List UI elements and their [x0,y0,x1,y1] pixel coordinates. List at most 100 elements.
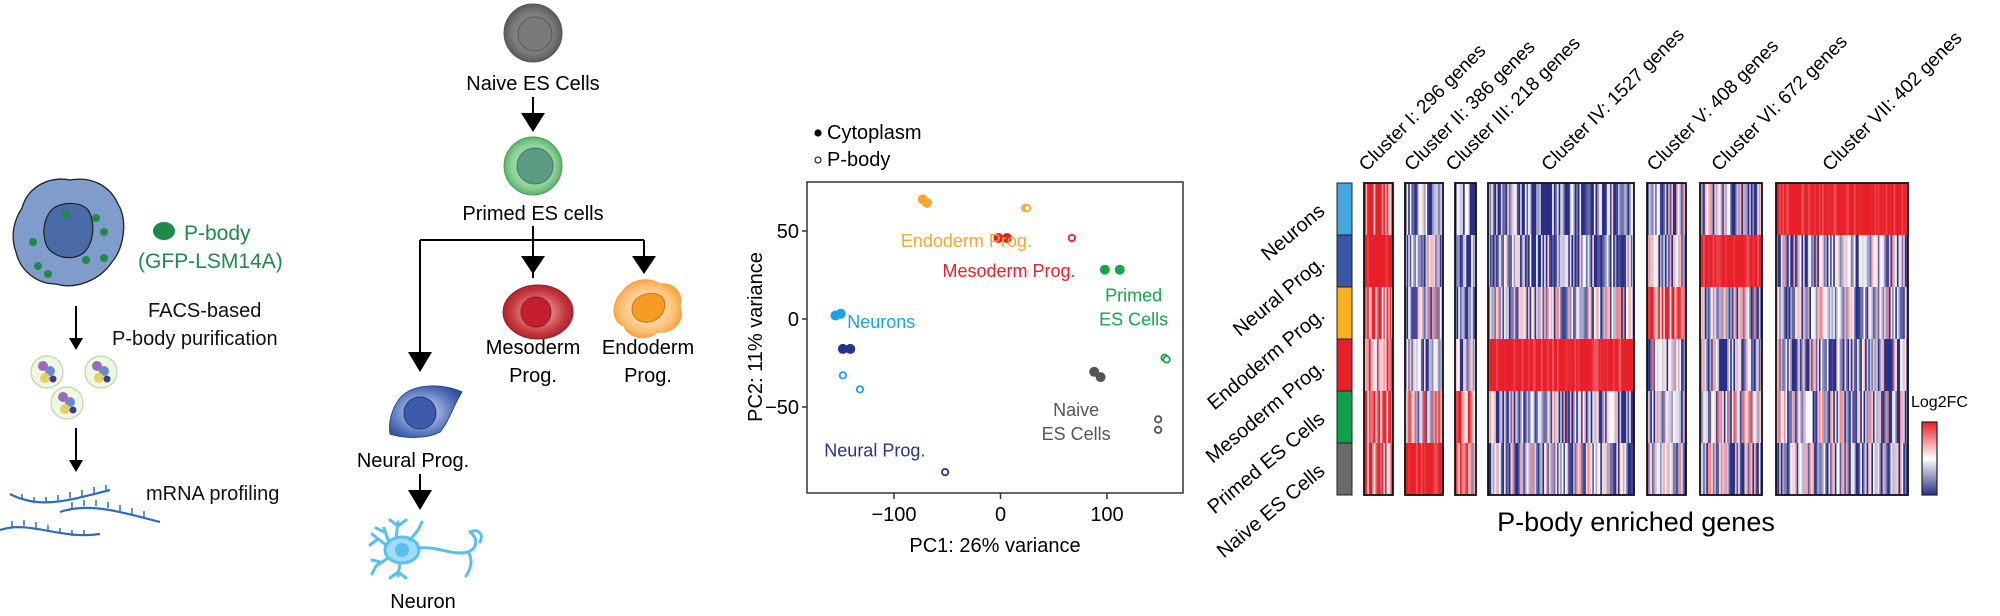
heatmap-cell [1524,287,1527,340]
heatmap-cell [1433,235,1436,288]
heatmap-cell [1405,339,1407,392]
heatmap-cell [1879,183,1882,236]
heatmap-cell [1663,183,1666,236]
heatmap-cell [1723,443,1726,496]
heatmap-cell [1467,443,1470,496]
heatmap-cell [1422,235,1425,288]
heatmap-cell [1885,183,1888,236]
down-arrow-icon [408,474,432,510]
heatmap-cell [1742,183,1745,236]
heatmap-cell [1741,391,1744,444]
heatmap-cell [1425,391,1428,444]
heatmap-cell [1858,339,1861,392]
heatmap-cell [1798,339,1801,392]
heatmap-cell [1513,287,1516,340]
heatmap-cell [1595,339,1598,392]
heatmap-cell [1734,183,1737,236]
heatmap-cell [1749,183,1752,236]
heatmap-cell [1414,391,1417,444]
heatmap-cell [1521,391,1524,444]
point-endoderm-prog-cytoplasm [922,197,933,208]
heatmap-cell [1489,235,1492,288]
heatmap-cell [1660,443,1663,496]
heatmap-cell [1836,339,1839,392]
heatmap-cell [1845,235,1848,288]
heatmap-cell [1825,235,1828,288]
heatmap-cell [1679,339,1682,392]
heatmap-cell [1801,235,1804,288]
heatmap-cell [1555,287,1558,340]
heatmap-cell [1866,287,1869,340]
heatmap-cell [1896,339,1899,392]
point-naive-es-cells-pbody [1154,415,1163,424]
heatmap-cell [1548,443,1551,496]
heatmap-cell [1627,443,1630,496]
heatmap-cell [1871,339,1874,392]
heatmap-cell [1582,443,1585,496]
heatmap-cell [1383,443,1386,496]
heatmap-cell [1869,287,1872,340]
heatmap-cell [1791,443,1794,496]
heatmap-cell [1712,183,1715,236]
heatmap-cell [1424,183,1426,236]
heatmap-cell [1438,287,1441,340]
panel-b-lineage: Naive ES Cells Primed ES cells Mesoderm … [357,3,694,613]
heatmap-cell [1508,287,1511,340]
heatmap-cell [1600,287,1603,340]
heatmap-cell [1845,443,1848,496]
heatmap-cell [1463,183,1466,236]
heatmap-cell [1842,235,1845,288]
heatmap-cell [1508,443,1511,496]
heatmap-cell [1869,183,1872,236]
heatmap-cell [1439,391,1442,444]
heatmap-cell [1831,391,1834,444]
heatmap-cell [1744,183,1747,236]
heatmap-cell [1513,339,1516,392]
heatmap-cell [1730,235,1733,288]
heatmap-row-3 [1700,339,1763,392]
heatmap-cell [1547,443,1550,496]
heatmap-cell [1459,391,1462,444]
heatmap-cell [1838,443,1841,496]
heatmap-cell [1540,443,1543,496]
heatmap-cell [1663,235,1666,288]
heatmap-cell [1532,391,1535,444]
heatmap-cell [1715,183,1718,236]
heatmap-cell [1890,235,1893,288]
heatmap-cell [1496,183,1499,236]
heatmap-cell [1750,443,1753,496]
heatmap-cell [1715,391,1718,444]
heatmap-cell [1574,287,1577,340]
heatmap-cell [1430,339,1433,392]
heatmap-cell [1901,339,1904,392]
heatmap-cell [1782,391,1785,444]
heatmap-cell [1388,235,1391,288]
heatmap-cell [1887,339,1890,392]
heatmap-cell [1597,339,1600,392]
endoderm-label-line2: Prog. [624,365,672,387]
heatmap-cell [1796,391,1799,444]
heatmap-cell [1704,183,1707,236]
heatmap-cell [1679,443,1682,496]
heatmap-cell [1682,183,1685,236]
heatmap-cell [1547,391,1550,444]
heatmap-row-4 [1405,391,1444,444]
heatmap-cell [1658,391,1661,444]
heatmap-row-1 [1488,235,1635,288]
heatmap-cell [1472,235,1475,288]
heatmap-cell [1744,443,1747,496]
heatmap-cell [1576,339,1579,392]
heatmap-cell [1858,235,1861,288]
heatmap-cell [1619,183,1622,236]
heatmap-cell [1553,235,1556,288]
heatmap-cell [1464,235,1467,288]
heatmap-cell [1648,183,1651,236]
heatmap-cell [1593,235,1596,288]
heatmap-cell [1425,287,1428,340]
heatmap-cell [1555,183,1558,236]
heatmap-cell [1719,391,1722,444]
heatmap-cell [1467,235,1470,288]
heatmap-cell [1587,235,1590,288]
heatmap-cell [1584,443,1587,496]
heatmap-cell [1494,443,1497,496]
